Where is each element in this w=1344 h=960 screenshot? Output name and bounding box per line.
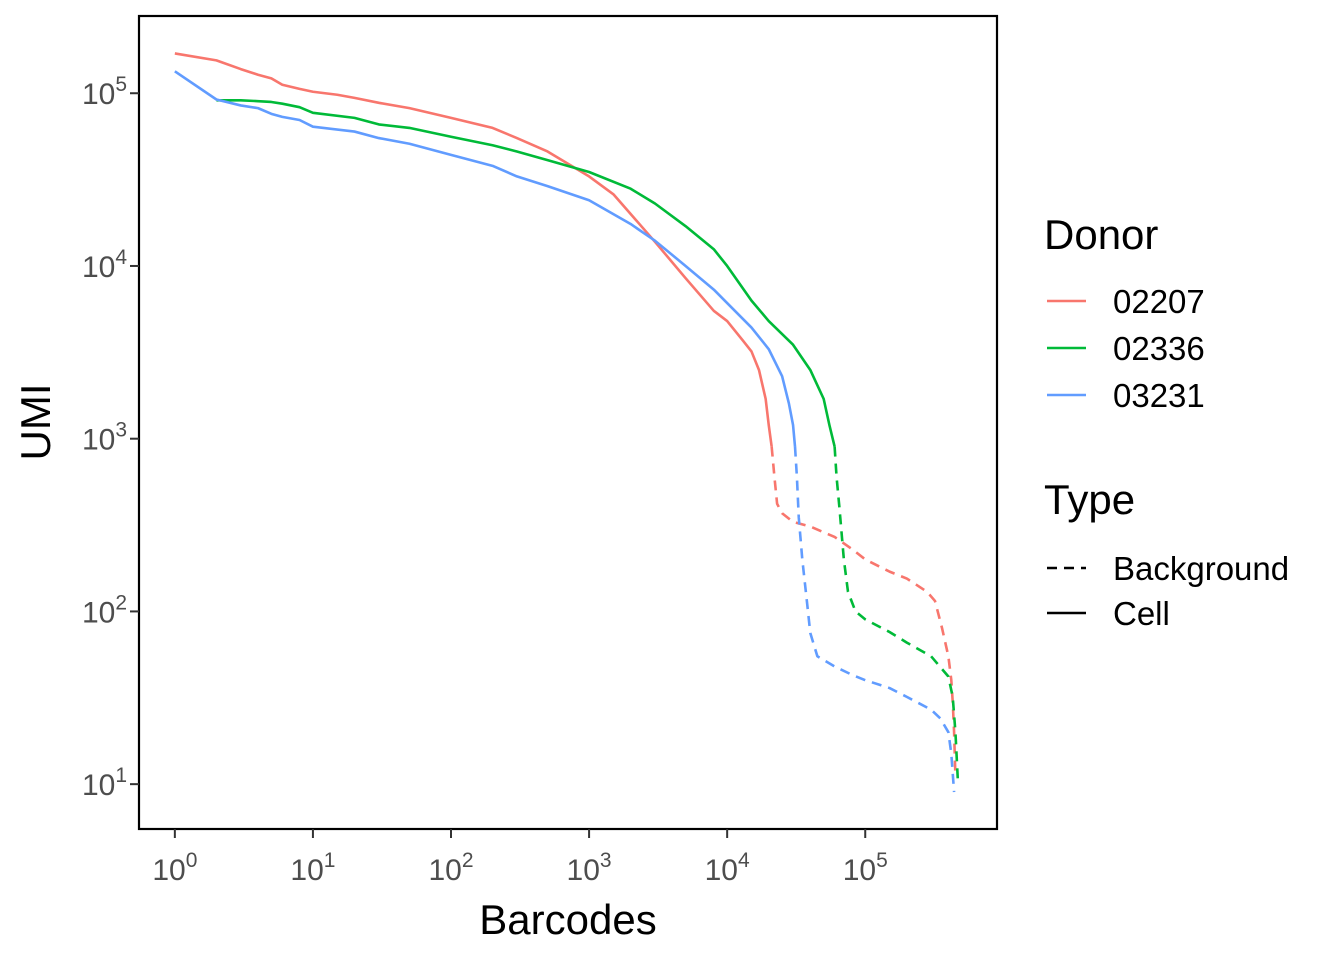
y-tick-base: 10 [82,251,115,284]
series-line-03231-cell [174,70,797,447]
y-tick-base: 10 [82,769,115,802]
y-tick-exponent: 4 [115,246,127,269]
x-tick-base: 10 [152,854,185,887]
x-tick-exponent: 4 [738,849,750,872]
plot-panel-border [137,14,999,831]
series-line-02207-cell [174,52,773,447]
x-tick-exponent: 0 [186,849,198,872]
x-axis: 100 101 102 103 104 105 [152,829,888,887]
legend-label-type: Cell [1113,595,1170,632]
y-tick-label: 103 [82,419,127,457]
legend-label-donor: 02336 [1113,330,1205,367]
legend-title-type: Type [1044,476,1135,523]
x-tick-label: 105 [843,849,888,887]
x-tick-label: 102 [428,849,473,887]
legend-label-donor: 02207 [1113,283,1205,320]
series-line-02336-background [833,446,960,785]
y-tick-base: 10 [82,424,115,457]
y-tick-label: 102 [82,591,127,629]
x-tick-exponent: 5 [876,849,888,872]
y-tick-exponent: 1 [115,764,127,787]
legend-title-donor: Donor [1044,211,1158,258]
x-tick-label: 104 [705,849,750,887]
y-tick-label: 101 [82,764,127,802]
legend-label-donor: 03231 [1113,377,1205,414]
x-tick-base: 10 [705,854,738,887]
x-tick-base: 10 [290,854,323,887]
x-tick-label: 100 [152,849,197,887]
x-tick-label: 103 [567,849,612,887]
y-tick-exponent: 2 [115,591,127,614]
y-tick-exponent: 5 [115,73,127,96]
x-tick-exponent: 3 [600,849,612,872]
x-tick-label: 101 [290,849,335,887]
y-tick-base: 10 [82,78,115,111]
x-tick-base: 10 [843,854,876,887]
y-tick-base: 10 [82,596,115,629]
x-tick-base: 10 [567,854,600,887]
series-line-02207-background [770,446,957,778]
y-tick-label: 104 [82,246,127,284]
series-layer [174,52,960,793]
series-line-02336-cell [216,99,836,447]
y-axis-title: UMI [12,384,59,461]
y-tick-exponent: 3 [115,419,127,442]
x-tick-exponent: 2 [462,849,474,872]
x-tick-exponent: 1 [324,849,336,872]
y-tick-label: 105 [82,73,127,111]
legend-label-type: Background [1113,550,1289,587]
x-axis-title: Barcodes [479,896,656,943]
x-tick-base: 10 [428,854,461,887]
legend: Donor 02207 02336 03231 Type Background Cell [1044,211,1289,632]
